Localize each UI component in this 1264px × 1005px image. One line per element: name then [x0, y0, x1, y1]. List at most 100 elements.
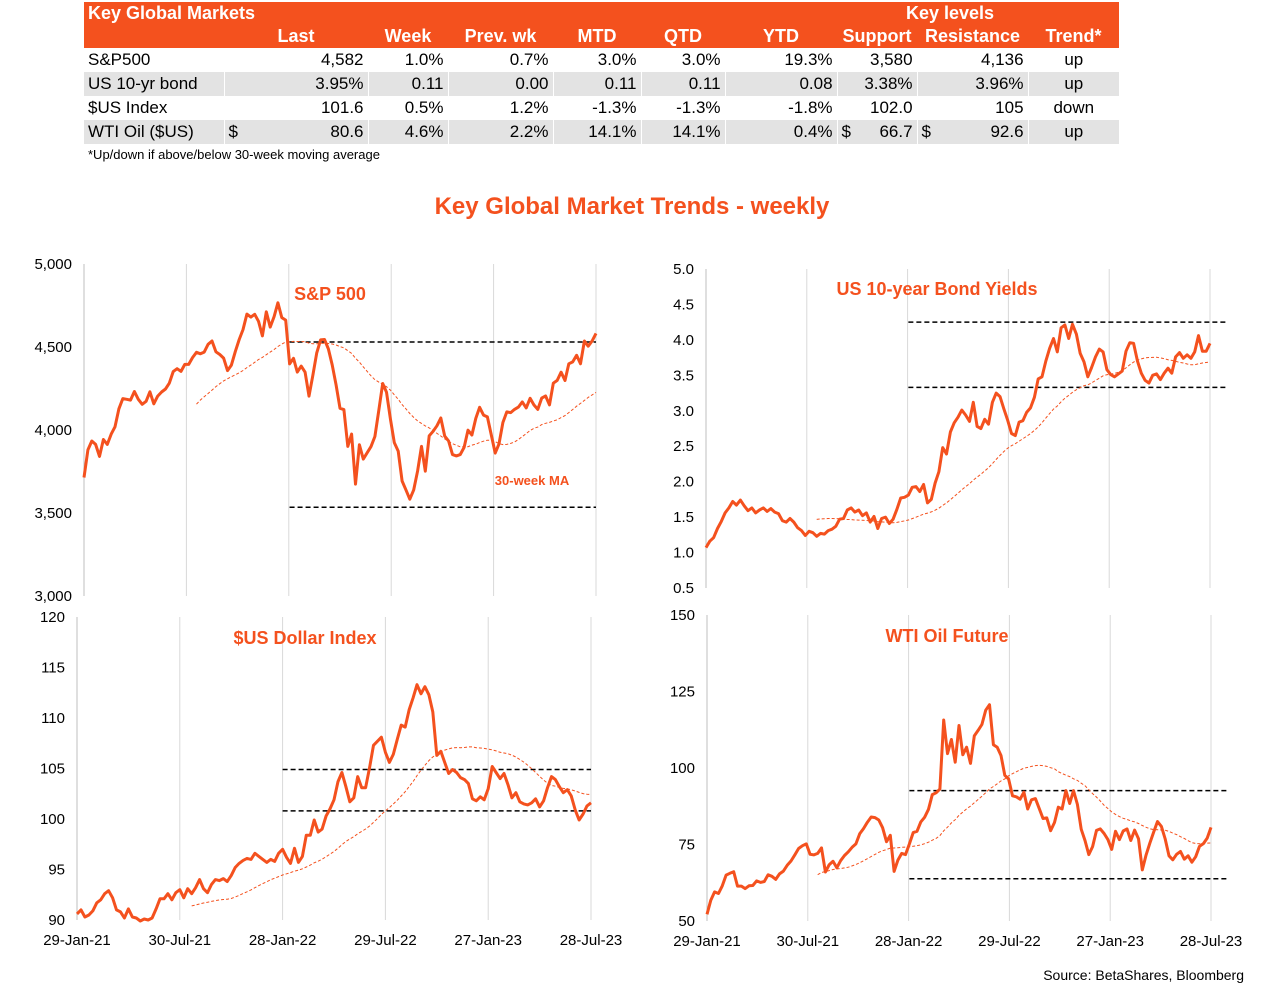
x-tick-label: 30-Jul-21 — [777, 933, 840, 950]
y-tick-label: 4.5 — [673, 296, 694, 313]
moving-average-line — [817, 764, 1212, 876]
y-tick-label: 1.5 — [673, 509, 694, 526]
table-row: US 10-yr bond 3.95% 0.11 0.00 0.11 0.11 0.08 3.… — [84, 72, 1120, 96]
column-header-qtd: QTD — [641, 25, 726, 48]
table-title: Key Global Markets — [84, 2, 726, 25]
y-tick-label: 1.0 — [673, 545, 694, 562]
table-row: S&P500 4,582 1.0% 0.7% 3.0% 3.0% 19.3% 3,580 4,1… — [84, 48, 1120, 72]
x-tick-label: 30-Jul-21 — [149, 932, 212, 949]
cell-value: 80.6 — [330, 122, 364, 141]
y-tick-label: 150 — [670, 607, 695, 624]
y-tick-label: 105 — [40, 761, 65, 778]
cell-resistance: 3.96% — [916, 72, 1029, 96]
main-title: Key Global Market Trends - weekly — [434, 193, 830, 220]
y-tick-label: 2.0 — [673, 474, 694, 491]
x-tick-label: 29-Jan-21 — [673, 933, 741, 950]
cell-week: 0.11 — [367, 72, 448, 96]
cell-resistance: $92.6 — [916, 120, 1029, 144]
y-tick-label: 0.5 — [673, 580, 694, 597]
cell-trend: down — [1027, 96, 1120, 120]
y-tick-label: 125 — [670, 684, 695, 701]
table-header-row-2: Last Week Prev. wk MTD QTD YTD Support Resistan… — [84, 25, 1120, 48]
ma-label: 30-week MA — [495, 473, 570, 488]
key-global-markets-table: Key Global Markets Key levels Last Week Pr… — [84, 2, 1120, 144]
cell-trend: up — [1027, 72, 1120, 96]
cell-support: $66.7 — [836, 120, 918, 144]
chart-title: WTI Oil Future — [886, 626, 1009, 646]
cell-support: 102.0 — [836, 96, 918, 120]
y-tick-label: 3.0 — [673, 403, 694, 420]
series-line — [82, 301, 598, 501]
y-tick-label: 95 — [48, 862, 65, 879]
cell-trend: up — [1027, 120, 1120, 144]
cell-last: 101.6 — [223, 96, 368, 120]
currency-symbol: $ — [228, 122, 238, 141]
cell-mtd: 0.11 — [552, 72, 641, 96]
column-header-ytd: YTD — [725, 25, 838, 48]
chart-panel-4: 50 75 100 125 150 29-Jan-21 30-Jul-21 28-Jan-22… — [670, 607, 1242, 950]
cell-qtd: 14.1% — [640, 120, 726, 144]
y-tick-label: 90 — [48, 912, 65, 929]
series-line — [75, 683, 592, 923]
chart-title: S&P 500 — [294, 284, 366, 304]
chart-panel-3: 90 95 100 105 110 115 120 29-Jan-21 30-Jul-21 28-… — [40, 609, 622, 949]
x-tick-label: 28-Jul-23 — [1180, 933, 1243, 950]
source-note: Source: BetaShares, Bloomberg — [1043, 967, 1244, 983]
cell-ytd: 19.3% — [724, 48, 838, 72]
x-tick-label: 29-Jul-22 — [354, 932, 417, 949]
moving-average-line — [191, 746, 592, 907]
y-tick-label: 3.5 — [673, 367, 694, 384]
cell-prev: 0.00 — [447, 72, 553, 96]
y-tick-label: 100 — [40, 811, 65, 828]
chart-panel-2: 0.5 1.0 1.5 2.0 2.5 3.0 3.5 4.0 4.5 5.0 US 10-year… — [673, 261, 1228, 597]
table-footnote: *Up/down if above/below 30-week moving a… — [88, 147, 380, 162]
cell-resistance: 105 — [916, 96, 1029, 120]
cell-last: $80.6 — [223, 120, 368, 144]
cell-last: 4,582 — [223, 48, 368, 72]
cell-value: 66.7 — [879, 122, 913, 141]
cell-trend: up — [1027, 48, 1120, 72]
column-header-week: Week — [368, 25, 448, 48]
cell-value: 92.6 — [990, 122, 1024, 141]
row-label: $US Index — [84, 96, 224, 120]
y-tick-label: 75 — [678, 837, 695, 854]
cell-mtd: 3.0% — [552, 48, 641, 72]
table-row: $US Index 101.6 0.5% 1.2% -1.3% -1.3% -1.8% 102… — [84, 96, 1120, 120]
x-tick-label: 28-Jan-22 — [875, 933, 943, 950]
y-tick-label: 2.5 — [673, 438, 694, 455]
x-tick-label: 28-Jan-22 — [249, 932, 317, 949]
row-label: S&P500 — [84, 48, 224, 72]
cell-support: 3,580 — [836, 48, 918, 72]
y-tick-label: 120 — [40, 609, 65, 626]
y-tick-label: 4,000 — [34, 422, 72, 439]
column-header-resistance: Resistance — [917, 25, 1029, 48]
cell-mtd: 14.1% — [552, 120, 641, 144]
cell-ytd: 0.08 — [724, 72, 838, 96]
x-tick-label: 28-Jul-23 — [560, 932, 623, 949]
y-tick-label: 5.0 — [673, 261, 694, 278]
cell-qtd: 0.11 — [640, 72, 726, 96]
x-tick-label: 27-Jan-23 — [454, 932, 522, 949]
y-tick-label: 115 — [41, 660, 65, 677]
row-label: US 10-yr bond — [84, 72, 224, 96]
key-levels-label: Key levels — [725, 2, 1120, 25]
series-line — [705, 703, 1213, 915]
y-tick-label: 3,500 — [34, 505, 72, 522]
cell-week: 1.0% — [367, 48, 448, 72]
cell-qtd: -1.3% — [640, 96, 726, 120]
x-tick-label: 27-Jan-23 — [1076, 933, 1144, 950]
cell-qtd: 3.0% — [640, 48, 726, 72]
currency-symbol: $ — [841, 122, 851, 141]
y-tick-label: 110 — [41, 710, 65, 727]
y-tick-label: 4.0 — [673, 332, 694, 349]
cell-ytd: 0.4% — [724, 120, 838, 144]
cell-prev: 1.2% — [447, 96, 553, 120]
y-tick-label: 100 — [670, 760, 695, 777]
column-header-support: Support — [837, 25, 918, 48]
moving-average-line — [816, 356, 1211, 524]
table-header-row-1: Key Global Markets Key levels — [84, 2, 1120, 25]
x-tick-label: 29-Jan-21 — [43, 932, 111, 949]
cell-resistance: 4,136 — [916, 48, 1029, 72]
moving-average-line — [196, 340, 597, 448]
